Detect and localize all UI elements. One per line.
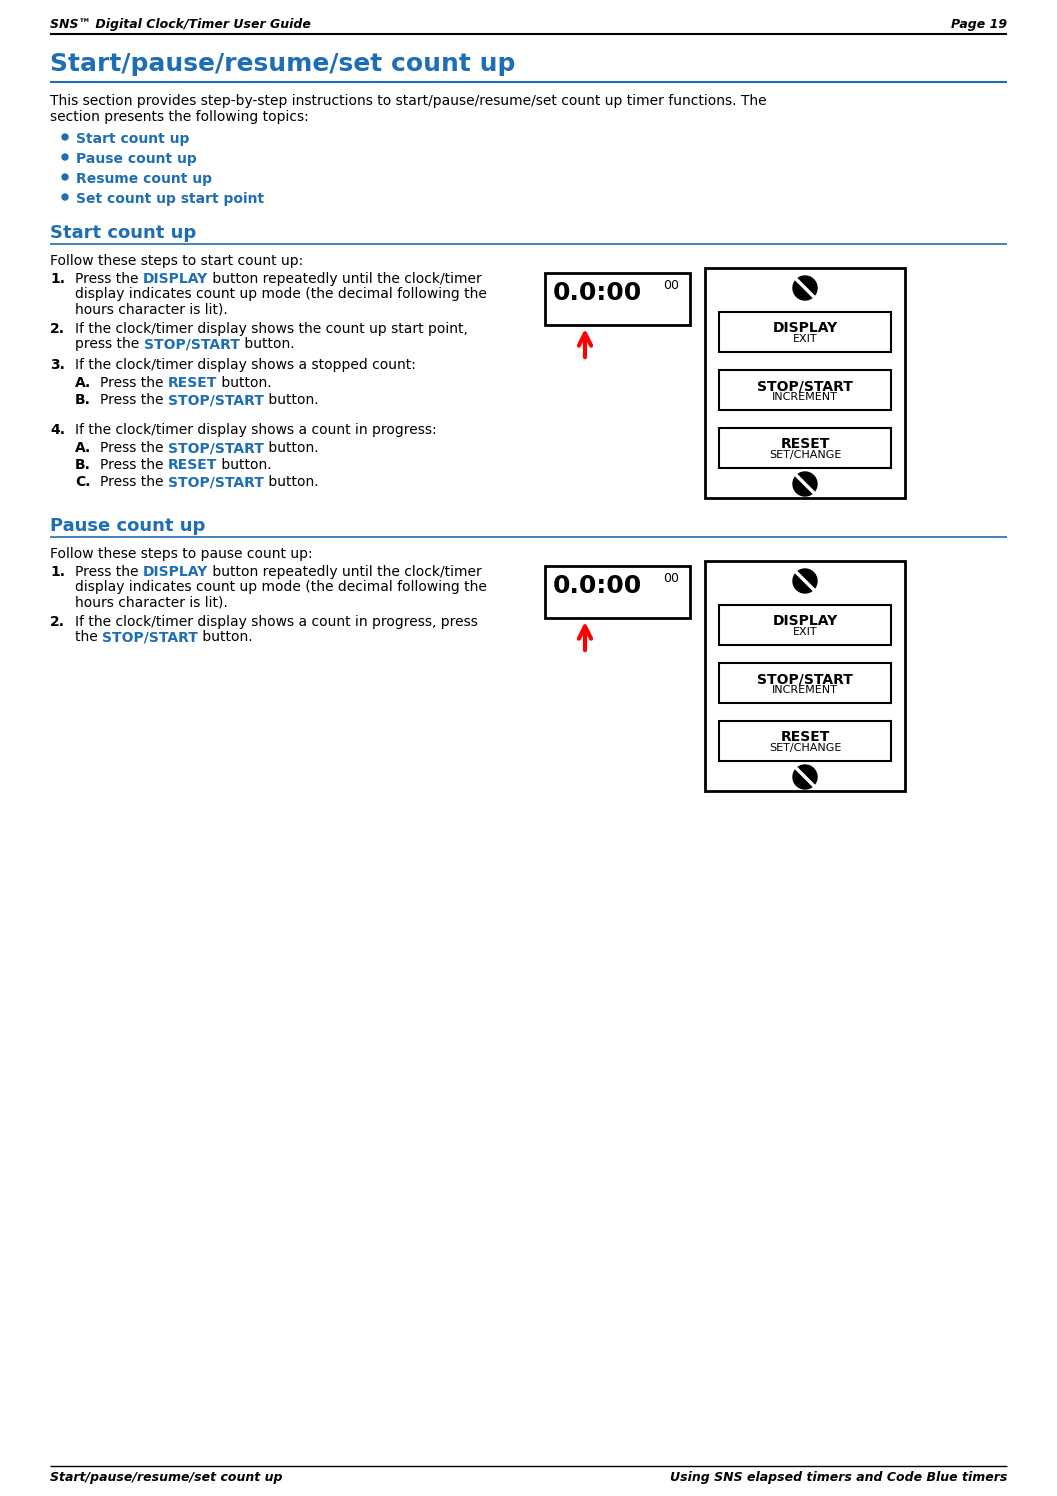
Text: INCREMENT: INCREMENT bbox=[772, 685, 838, 696]
Circle shape bbox=[793, 275, 817, 301]
Text: Set count up start point: Set count up start point bbox=[76, 191, 264, 206]
Bar bbox=[719, 428, 891, 468]
Bar bbox=[705, 268, 905, 498]
Bar bbox=[719, 663, 891, 703]
Text: Page 19: Page 19 bbox=[951, 18, 1007, 31]
Text: STOP/START: STOP/START bbox=[757, 378, 853, 393]
Bar bbox=[545, 565, 690, 618]
Text: B.: B. bbox=[75, 458, 91, 473]
Text: EXIT: EXIT bbox=[793, 627, 817, 637]
Text: Using SNS elapsed timers and Code Blue timers: Using SNS elapsed timers and Code Blue t… bbox=[670, 1471, 1007, 1484]
Text: SNS™ Digital Clock/Timer User Guide: SNS™ Digital Clock/Timer User Guide bbox=[50, 18, 311, 31]
Text: SET/CHANGE: SET/CHANGE bbox=[768, 450, 841, 459]
Text: button.: button. bbox=[218, 375, 272, 390]
Text: button.: button. bbox=[264, 476, 318, 489]
Text: hours character is lit).: hours character is lit). bbox=[75, 595, 227, 609]
Text: 1.: 1. bbox=[50, 272, 64, 286]
Text: 4.: 4. bbox=[50, 423, 64, 437]
Text: DISPLAY: DISPLAY bbox=[773, 322, 837, 335]
Text: display indicates count up mode (the decimal following the: display indicates count up mode (the dec… bbox=[75, 287, 487, 301]
Circle shape bbox=[62, 174, 68, 180]
Text: press the: press the bbox=[75, 337, 144, 352]
Text: button.: button. bbox=[198, 630, 253, 643]
Bar bbox=[719, 604, 891, 645]
Text: If the clock/timer display shows a count in progress:: If the clock/timer display shows a count… bbox=[75, 423, 437, 437]
Text: STOP/START: STOP/START bbox=[168, 476, 264, 489]
Text: If the clock/timer display shows the count up start point,: If the clock/timer display shows the cou… bbox=[75, 322, 468, 337]
Text: 2.: 2. bbox=[50, 615, 64, 628]
Bar bbox=[719, 370, 891, 410]
Text: DISPLAY: DISPLAY bbox=[143, 272, 208, 286]
Text: Start count up: Start count up bbox=[76, 132, 189, 147]
Text: 2.: 2. bbox=[50, 322, 64, 337]
Text: STOP/START: STOP/START bbox=[103, 630, 198, 643]
Circle shape bbox=[62, 135, 68, 141]
Text: RESET: RESET bbox=[780, 437, 830, 450]
Text: 00: 00 bbox=[663, 571, 679, 585]
Text: STOP/START: STOP/START bbox=[144, 337, 240, 352]
Bar bbox=[705, 561, 905, 791]
Text: RESET: RESET bbox=[780, 730, 830, 744]
Text: Press the: Press the bbox=[100, 476, 168, 489]
Text: SET/CHANGE: SET/CHANGE bbox=[768, 744, 841, 752]
Text: Pause count up: Pause count up bbox=[76, 153, 197, 166]
Text: Start/pause/resume/set count up: Start/pause/resume/set count up bbox=[50, 52, 516, 76]
Text: display indicates count up mode (the decimal following the: display indicates count up mode (the dec… bbox=[75, 580, 487, 594]
Text: EXIT: EXIT bbox=[793, 334, 817, 344]
Circle shape bbox=[62, 194, 68, 200]
Text: C.: C. bbox=[75, 476, 91, 489]
Text: INCREMENT: INCREMENT bbox=[772, 392, 838, 402]
Text: DISPLAY: DISPLAY bbox=[143, 565, 208, 579]
Text: the: the bbox=[75, 630, 103, 643]
Text: A.: A. bbox=[75, 441, 91, 455]
Text: RESET: RESET bbox=[168, 375, 218, 390]
Text: Press the: Press the bbox=[75, 272, 143, 286]
Text: Press the: Press the bbox=[100, 393, 168, 407]
Text: DISPLAY: DISPLAY bbox=[773, 613, 837, 628]
Bar bbox=[719, 313, 891, 352]
Circle shape bbox=[793, 764, 817, 788]
Text: 1.: 1. bbox=[50, 565, 64, 579]
Text: button.: button. bbox=[218, 458, 272, 473]
Text: Pause count up: Pause count up bbox=[50, 518, 205, 536]
Text: button.: button. bbox=[240, 337, 294, 352]
Circle shape bbox=[793, 473, 817, 497]
Text: If the clock/timer display shows a stopped count:: If the clock/timer display shows a stopp… bbox=[75, 358, 415, 373]
Text: Press the: Press the bbox=[75, 565, 143, 579]
Text: Press the: Press the bbox=[100, 441, 168, 455]
Text: Follow these steps to pause count up:: Follow these steps to pause count up: bbox=[50, 548, 313, 561]
Text: B.: B. bbox=[75, 393, 91, 407]
Text: hours character is lit).: hours character is lit). bbox=[75, 302, 227, 316]
Text: 00: 00 bbox=[663, 278, 679, 292]
Text: 0.0:00: 0.0:00 bbox=[553, 281, 643, 305]
Text: Follow these steps to start count up:: Follow these steps to start count up: bbox=[50, 254, 303, 268]
Text: 0.0:00: 0.0:00 bbox=[553, 574, 643, 598]
Text: STOP/START: STOP/START bbox=[168, 441, 264, 455]
Circle shape bbox=[793, 568, 817, 592]
Text: This section provides step-by-step instructions to start/pause/resume/set count : This section provides step-by-step instr… bbox=[50, 94, 766, 108]
Text: button.: button. bbox=[264, 441, 318, 455]
Text: STOP/START: STOP/START bbox=[757, 672, 853, 687]
Text: If the clock/timer display shows a count in progress, press: If the clock/timer display shows a count… bbox=[75, 615, 478, 628]
Circle shape bbox=[62, 154, 68, 160]
Text: button repeatedly until the clock/timer: button repeatedly until the clock/timer bbox=[208, 565, 482, 579]
Text: button.: button. bbox=[264, 393, 318, 407]
Text: button repeatedly until the clock/timer: button repeatedly until the clock/timer bbox=[208, 272, 482, 286]
Text: Press the: Press the bbox=[100, 458, 168, 473]
Text: STOP/START: STOP/START bbox=[168, 393, 264, 407]
Text: Press the: Press the bbox=[100, 375, 168, 390]
Bar bbox=[719, 721, 891, 761]
Text: Start/pause/resume/set count up: Start/pause/resume/set count up bbox=[50, 1471, 282, 1484]
Text: RESET: RESET bbox=[168, 458, 218, 473]
Text: Resume count up: Resume count up bbox=[76, 172, 212, 186]
Text: section presents the following topics:: section presents the following topics: bbox=[50, 111, 309, 124]
Text: A.: A. bbox=[75, 375, 91, 390]
Bar bbox=[545, 272, 690, 325]
Text: 3.: 3. bbox=[50, 358, 64, 373]
Text: Start count up: Start count up bbox=[50, 224, 197, 242]
